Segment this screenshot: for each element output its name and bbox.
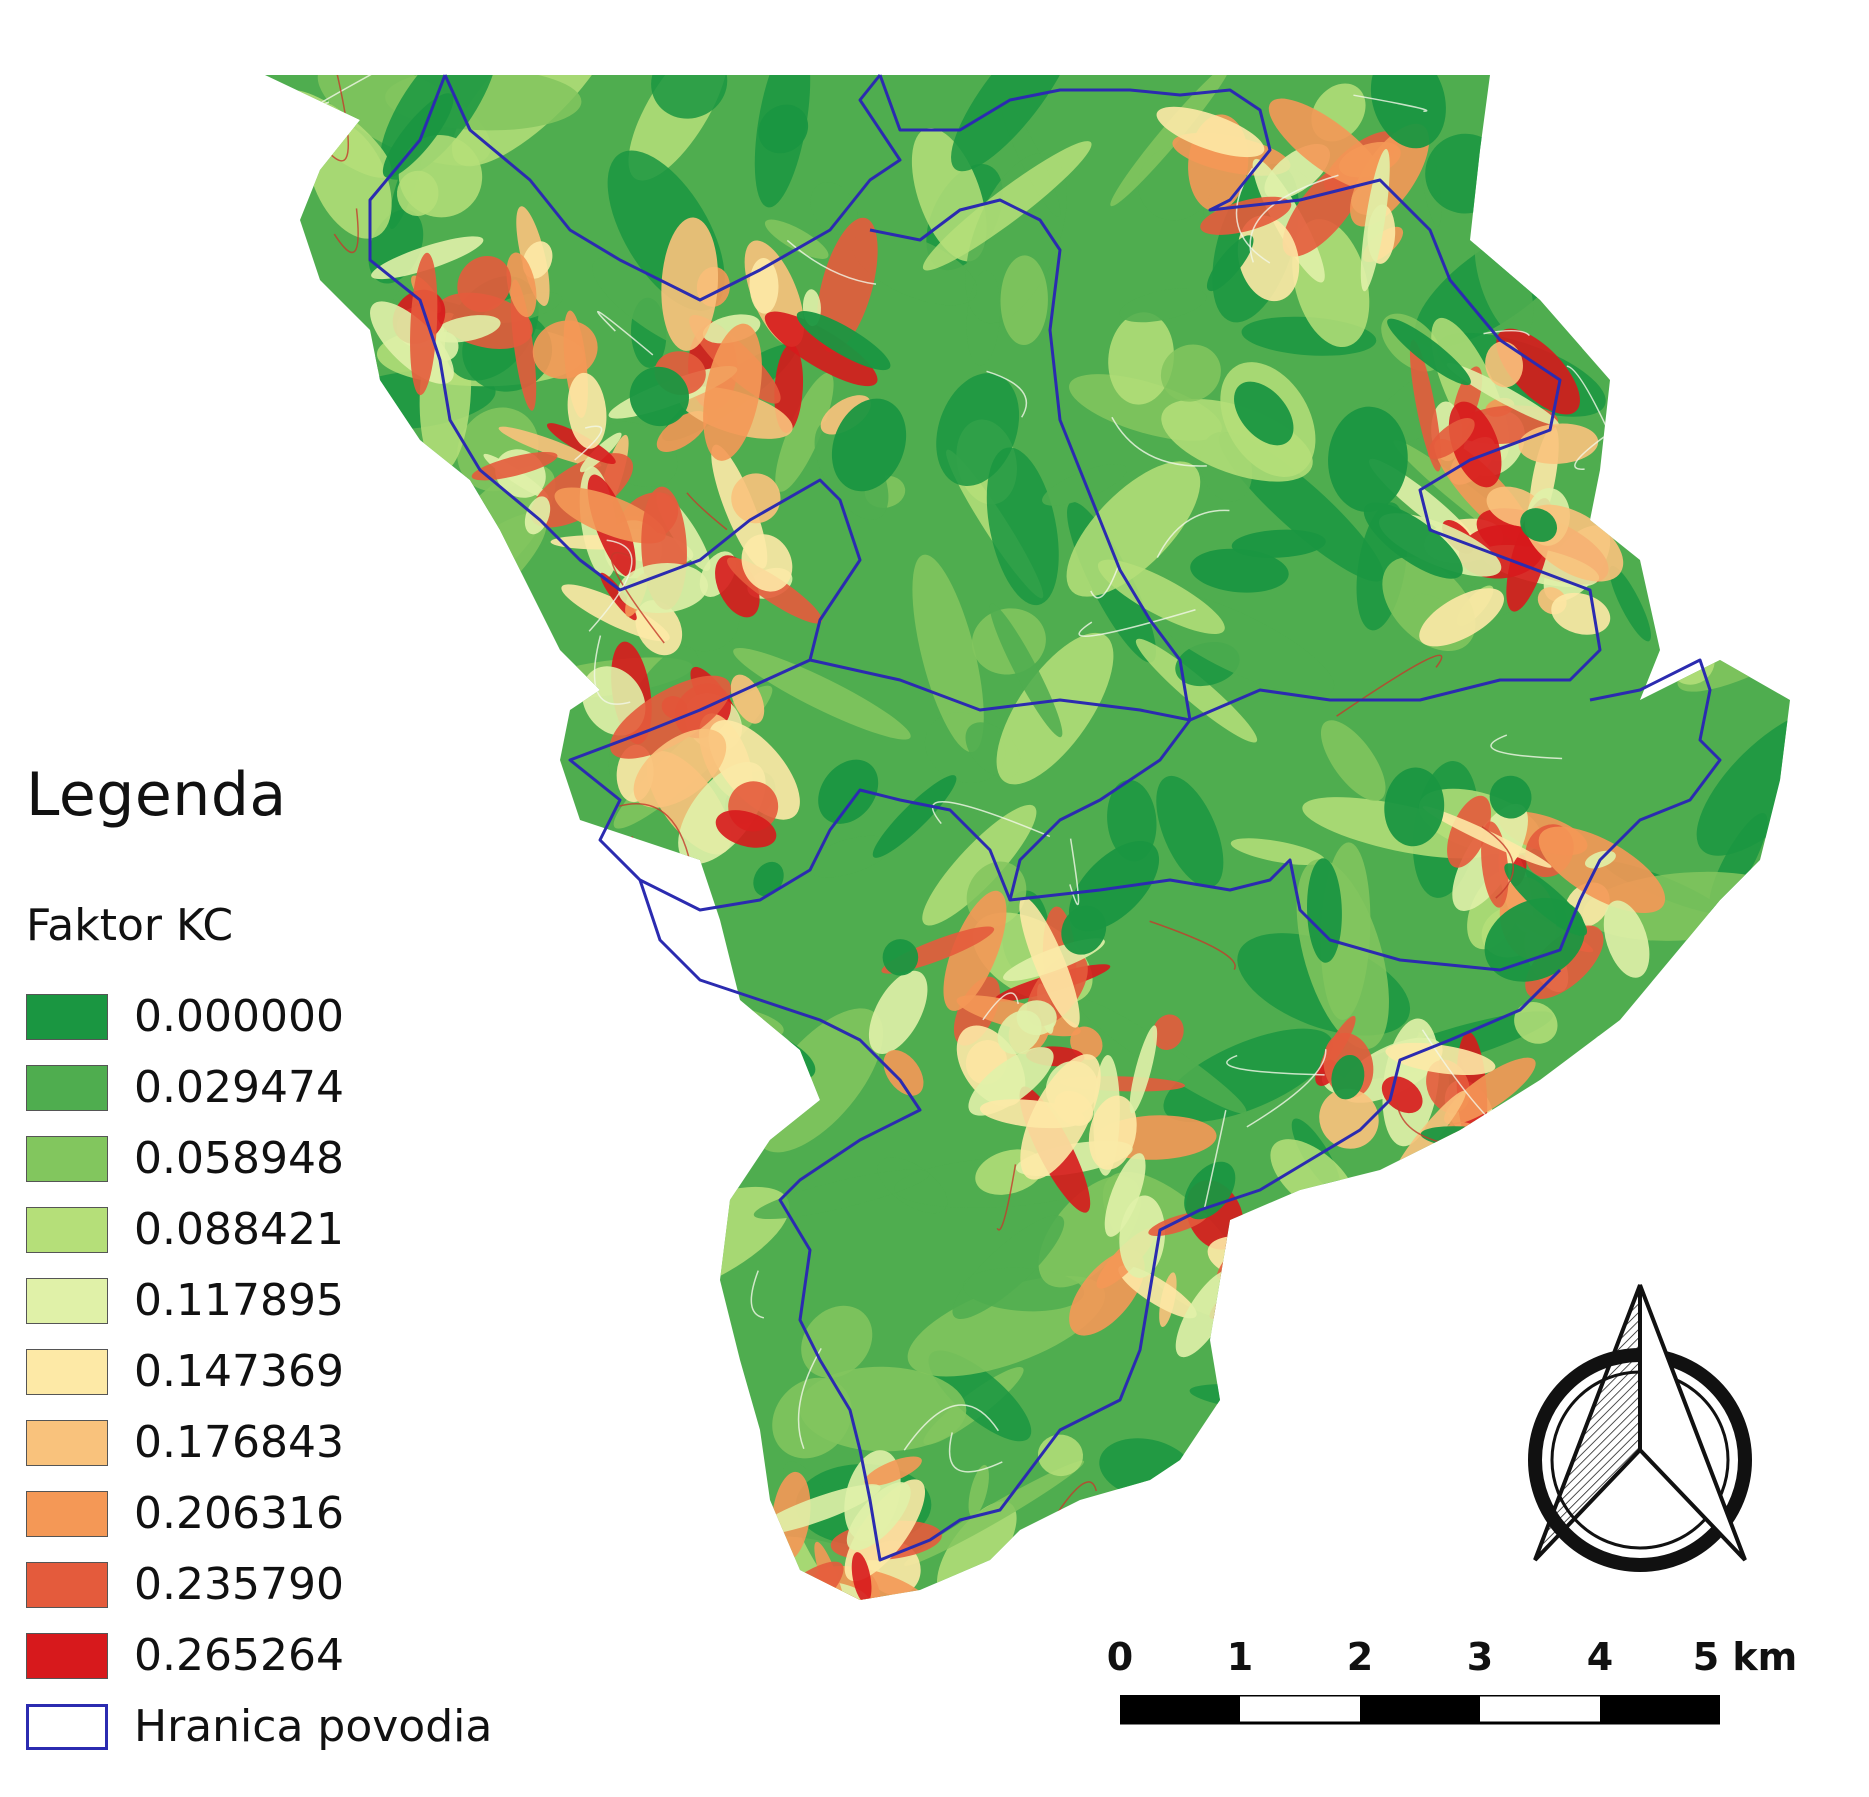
scale-segment xyxy=(1360,1695,1480,1723)
boundary-swatch xyxy=(26,1703,108,1750)
legend-item: 0.029474 xyxy=(26,1052,492,1123)
legend-label: 0.000000 xyxy=(134,991,344,1042)
legend-item-boundary: Hranica povodia xyxy=(26,1691,492,1762)
watershed-boundary xyxy=(638,879,1562,1562)
scale-label: 3 xyxy=(1466,1635,1494,1679)
watershed-boundary xyxy=(443,74,902,302)
scale-label: 0 xyxy=(1106,1635,1134,1679)
legend-item: 0.058948 xyxy=(26,1123,492,1194)
legend-item: 0.117895 xyxy=(26,1265,492,1336)
legend-item: 0.265264 xyxy=(26,1620,492,1691)
legend-item: 0.176843 xyxy=(26,1407,492,1478)
legend-item: 0.000000 xyxy=(26,981,492,1052)
legend-label: 0.147369 xyxy=(134,1346,344,1397)
legend-swatch xyxy=(26,1561,108,1608)
legend-items: 0.000000 0.029474 0.058948 0.088421 0.117895… xyxy=(26,981,492,1691)
legend-swatch xyxy=(26,1206,108,1253)
watershed-boundary xyxy=(1008,658,1722,972)
watershed-boundaries xyxy=(368,74,1722,1562)
scale-bar xyxy=(1120,1695,1720,1725)
legend-swatch xyxy=(26,1419,108,1466)
legend-item: 0.088421 xyxy=(26,1194,492,1265)
legend-label: 0.265264 xyxy=(134,1630,344,1681)
legend-item: 0.206316 xyxy=(26,1478,492,1549)
legend-label: 0.176843 xyxy=(134,1417,344,1468)
legend-swatch xyxy=(26,1277,108,1324)
legend-subtitle: Faktor KC xyxy=(26,900,234,951)
scale-label: 2 xyxy=(1346,1635,1374,1679)
legend-label: Hranica povodia xyxy=(134,1701,493,1752)
legend-item: 0.235790 xyxy=(26,1549,492,1620)
legend-swatch xyxy=(26,1348,108,1395)
legend-swatch xyxy=(26,1632,108,1679)
watershed-boundary xyxy=(878,74,1602,722)
legend-label: 0.206316 xyxy=(134,1488,344,1539)
legend-label: 0.029474 xyxy=(134,1062,344,1113)
scale-segment xyxy=(1600,1695,1720,1723)
legend-swatch xyxy=(26,1064,108,1111)
legend-swatch xyxy=(26,993,108,1040)
north-arrow-icon xyxy=(1528,1284,1752,1572)
watershed-boundary xyxy=(568,658,1012,912)
legend-label: 0.058948 xyxy=(134,1133,344,1184)
legend-title: Legenda xyxy=(26,760,287,830)
legend-label: 0.088421 xyxy=(134,1204,344,1255)
scale-label: 4 xyxy=(1586,1635,1614,1679)
legend-swatch xyxy=(26,1490,108,1537)
legend-label: 0.235790 xyxy=(134,1559,344,1610)
scale-label: 5 km xyxy=(1692,1635,1798,1679)
scale-segment xyxy=(1120,1695,1240,1723)
legend: Legenda Faktor KC 0.000000 0.029474 0.0589… xyxy=(26,760,492,1762)
legend-swatch xyxy=(26,1135,108,1182)
legend-label: 0.117895 xyxy=(134,1275,344,1326)
scale-label: 1 xyxy=(1226,1635,1254,1679)
legend-item: 0.147369 xyxy=(26,1336,492,1407)
